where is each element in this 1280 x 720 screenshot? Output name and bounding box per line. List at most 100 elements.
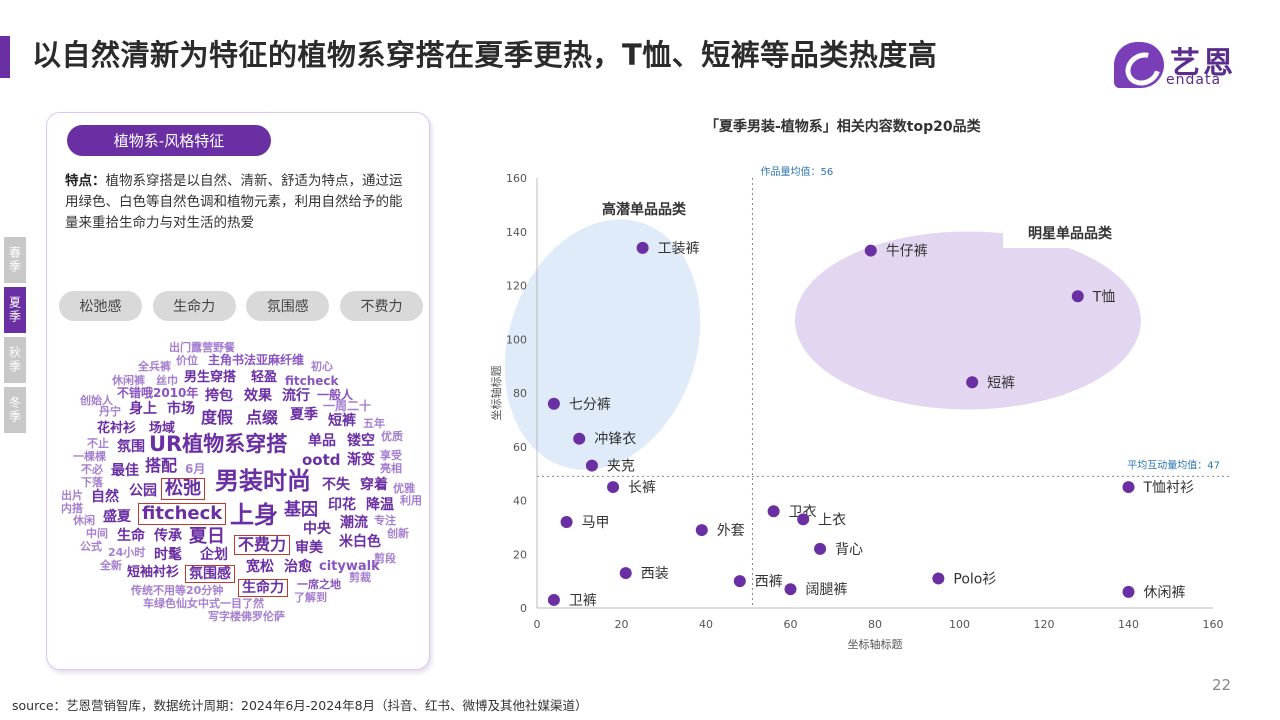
cloud-word: UR植物系穿搭: [149, 432, 288, 456]
data-point-label: 七分裤: [569, 397, 611, 413]
chart-title: 「夏季男装-植物系」相关内容数top20品类: [705, 119, 981, 135]
cloud-word: 单品: [308, 433, 336, 449]
data-point-label: 短裤: [987, 375, 1015, 391]
data-point-label: 西裤: [755, 574, 783, 590]
season-tab-autumn[interactable]: 秋季: [4, 337, 26, 383]
season-tab-spring[interactable]: 春季: [4, 237, 26, 283]
cloud-word: 上身: [230, 501, 278, 529]
x-axis-title: 坐标轴标题: [848, 637, 903, 651]
cloud-word: 短袖衬衫: [127, 565, 180, 580]
y-axis-title: 坐标轴标题: [489, 366, 503, 421]
cloud-word: 享受: [380, 449, 402, 462]
cloud-word: 搭配: [145, 456, 178, 475]
cloud-word: 创新: [387, 527, 409, 540]
cloud-word: 出片: [61, 489, 83, 502]
cloud-word: 剪裁: [349, 571, 371, 584]
cloud-word: 米白色: [339, 534, 381, 550]
data-point: [1071, 290, 1084, 303]
cloud-word: 男生穿搭: [184, 370, 237, 385]
cloud-word: 生命: [117, 528, 145, 544]
cloud-word: fitcheck: [285, 374, 339, 388]
y-tick-label: 40: [513, 495, 527, 508]
cloud-word: 最佳: [111, 463, 139, 479]
data-point: [560, 516, 573, 528]
data-point-label: T恤: [1092, 289, 1116, 305]
cloud-word: 度假: [201, 408, 234, 427]
cloud-word: 车绿色仙女中式一目了然: [143, 597, 264, 610]
cloud-word: 印花: [328, 497, 356, 513]
cloud-word: 时髦: [154, 547, 182, 563]
cloud-word: 全新: [100, 559, 122, 572]
desc-text: 植物系穿搭是以自然、清新、舒适为特点，通过运用绿色、白色等自然色调和植物元素，利…: [65, 173, 403, 231]
logo-en-text: endata: [1166, 72, 1222, 88]
cloud-word: 6月: [185, 462, 206, 476]
cloud-word: 场域: [149, 421, 176, 436]
y-tick-label: 60: [513, 441, 527, 454]
data-point-label: Polo衫: [953, 571, 996, 587]
data-point-label: 背心: [835, 542, 863, 558]
data-point: [932, 572, 945, 585]
cloud-word: 一席之地: [297, 578, 341, 591]
cloud-word: citywalk: [319, 559, 380, 574]
data-point: [797, 513, 810, 526]
scatter-chart: 0 20 40 60 80 100 120 140 160 0 20 40 60 80 100 120 140 1…: [489, 165, 1230, 651]
style-feature-card: 植物系-风格特征 特点：植物系穿搭是以自然、清新、舒适为特点，通过运用绿色、白色…: [46, 112, 430, 670]
cloud-word: 中央: [303, 521, 331, 537]
data-point: [814, 542, 827, 555]
cloud-word: 审美: [295, 540, 323, 556]
cloud-word: 身上: [129, 401, 157, 417]
cloud-word: 初心: [311, 360, 333, 373]
cloud-word: 一般人: [317, 388, 354, 402]
data-point-label: 阔腿裤: [806, 582, 848, 598]
cloud-word: 效果: [244, 388, 272, 404]
data-point: [695, 524, 708, 537]
season-tab-winter[interactable]: 冬季: [4, 387, 26, 433]
x-tick-label: 100: [949, 618, 970, 631]
data-point-label: 长裤: [628, 480, 656, 496]
data-point-label: 冲锋衣: [594, 432, 636, 448]
cloud-word: 不费力: [234, 535, 291, 555]
cloud-word: 24小时: [108, 546, 146, 559]
cloud-word: 企划: [200, 547, 228, 563]
cloud-word: 挎包: [205, 388, 233, 404]
data-point-label: 牛仔裤: [886, 244, 928, 260]
feature-tags: 松弛感 生命力 氛围感 不费力: [59, 291, 423, 321]
data-point: [966, 376, 979, 389]
cloud-word: 优雅: [393, 482, 415, 495]
cloud-word: 渐变: [347, 452, 375, 468]
cloud-word: 丝巾: [156, 374, 178, 387]
cloud-word: 价位: [176, 354, 198, 367]
data-point: [619, 567, 632, 580]
group-label-star: 明星单品品类: [1028, 225, 1113, 242]
data-point-label: 休闲裤: [1144, 585, 1186, 601]
season-tab-summer[interactable]: 夏季: [4, 287, 26, 333]
logo-cn-text: 艺恩: [1170, 46, 1236, 81]
cloud-word: 市场: [167, 401, 195, 417]
data-point: [1122, 585, 1135, 598]
x-tick-label: 0: [534, 618, 541, 631]
data-point-label: 马甲: [582, 515, 610, 531]
endata-logo: 艺恩 endata: [1114, 38, 1244, 94]
y-tick-label: 120: [506, 280, 527, 293]
cloud-word: 轻盈: [251, 370, 278, 385]
avg-x-label: 作品量均值：56: [760, 165, 833, 178]
data-point: [1122, 481, 1135, 494]
x-tick-label: 160: [1203, 618, 1224, 631]
cloud-word: 传统不用等20分钟: [131, 584, 224, 597]
group-label-high-potential: 高潜单品品类: [602, 201, 687, 218]
cloud-word: 亮相: [380, 462, 402, 475]
word-cloud: 出门露营野餐 全兵裤 价位 主角书法亚麻纤维 初心 休闲裤 丝巾 男生穿搭 轻盈 fitcheck…: [47, 113, 431, 671]
x-tick-label: 60: [784, 618, 798, 631]
cloud-word: 潮流: [340, 515, 368, 531]
cloud-word: 宽松: [246, 559, 274, 575]
title-accent-bar: [0, 36, 10, 78]
cloud-word: 五年: [363, 417, 385, 430]
cloud-word: 丹宁: [99, 405, 121, 418]
data-point-label: 西装: [641, 566, 669, 582]
cloud-word: 短裤: [328, 413, 356, 429]
cloud-word: 不错哦2010年: [117, 386, 199, 400]
data-point: [585, 459, 598, 472]
cloud-word: 休闲: [73, 514, 95, 527]
cloud-word: 点缀: [246, 408, 279, 427]
data-point: [784, 583, 797, 596]
